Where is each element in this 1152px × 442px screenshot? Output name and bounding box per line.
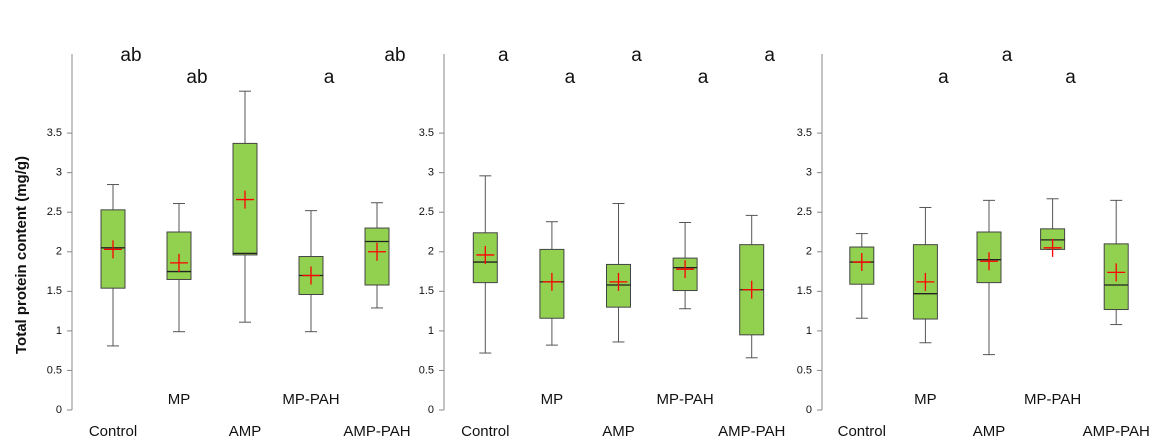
x-tick-label: AMP-PAH — [343, 423, 410, 440]
mean-marker — [742, 280, 761, 299]
significance-letter: a — [1065, 67, 1076, 88]
significance-letter: a — [631, 45, 642, 66]
mean-marker — [1043, 238, 1062, 257]
y-tick-label: 2.5 — [47, 206, 62, 218]
box — [1103, 243, 1129, 311]
x-tick-label: AMP — [602, 423, 635, 440]
mean-marker — [170, 253, 188, 272]
y-tick-label: 0.5 — [797, 364, 812, 376]
y-tick-label: 3 — [428, 167, 434, 179]
y-tick-label: 0 — [806, 404, 812, 416]
significance-letter: ab — [384, 45, 405, 66]
y-tick-label: 2 — [428, 246, 434, 258]
y-axis-title: Total protein content (mg/g) — [13, 156, 30, 354]
mean-marker — [302, 266, 320, 285]
y-tick-label: 1 — [428, 325, 434, 337]
x-tick-label: AMP — [973, 423, 1006, 440]
significance-letter: ab — [120, 45, 141, 66]
y-tick-label: 2 — [56, 246, 62, 258]
x-tick-label: Control — [838, 423, 886, 440]
significance-letter: a — [1002, 45, 1013, 66]
y-tick-label: 3.5 — [47, 127, 62, 139]
y-tick-label: 1.5 — [797, 285, 812, 297]
x-tick-label: MP — [541, 391, 564, 408]
y-tick-label: 3 — [806, 167, 812, 179]
significance-letter: a — [938, 67, 949, 88]
x-tick-label: MP-PAH — [282, 391, 339, 408]
y-tick-label: 3 — [56, 167, 62, 179]
y-tick-label: 1 — [56, 325, 62, 337]
y-tick-label: 0.5 — [419, 364, 434, 376]
y-tick-label: 1.5 — [47, 285, 62, 297]
mean-marker — [916, 272, 935, 291]
x-tick-label: AMP-PAH — [1083, 423, 1150, 440]
mean-marker — [542, 272, 561, 291]
significance-letter: a — [565, 67, 576, 88]
y-tick-label: 0 — [56, 404, 62, 416]
significance-letter: a — [698, 67, 709, 88]
x-tick-label: AMP-PAH — [718, 423, 785, 440]
y-tick-label: 3.5 — [419, 127, 434, 139]
y-tick-label: 0 — [428, 404, 434, 416]
mean-marker — [852, 253, 871, 272]
y-tick-label: 3.5 — [797, 127, 812, 139]
mean-marker — [676, 260, 695, 279]
mean-marker — [609, 272, 628, 291]
x-tick-label: MP — [914, 391, 937, 408]
mean-marker — [104, 240, 122, 259]
x-tick-label: Control — [461, 423, 509, 440]
y-tick-label: 1.5 — [419, 285, 434, 297]
y-tick-label: 2.5 — [797, 206, 812, 218]
significance-letter: a — [764, 45, 775, 66]
mean-marker — [476, 245, 495, 264]
mean-marker — [1107, 263, 1126, 282]
x-tick-label: MP-PAH — [1024, 391, 1081, 408]
mean-marker — [236, 190, 254, 209]
x-tick-label: MP — [168, 391, 191, 408]
significance-letter: a — [498, 45, 509, 66]
significance-letter: a — [324, 67, 335, 88]
x-tick-label: AMP — [229, 423, 262, 440]
mean-marker — [980, 252, 998, 271]
mean-marker — [368, 242, 386, 261]
y-tick-label: 2.5 — [419, 206, 434, 218]
y-tick-label: 2 — [806, 246, 812, 258]
x-tick-label: MP-PAH — [656, 391, 713, 408]
x-tick-label: Control — [89, 423, 137, 440]
y-tick-label: 0.5 — [47, 364, 62, 376]
significance-letter: ab — [186, 67, 207, 88]
y-tick-label: 1 — [806, 325, 812, 337]
